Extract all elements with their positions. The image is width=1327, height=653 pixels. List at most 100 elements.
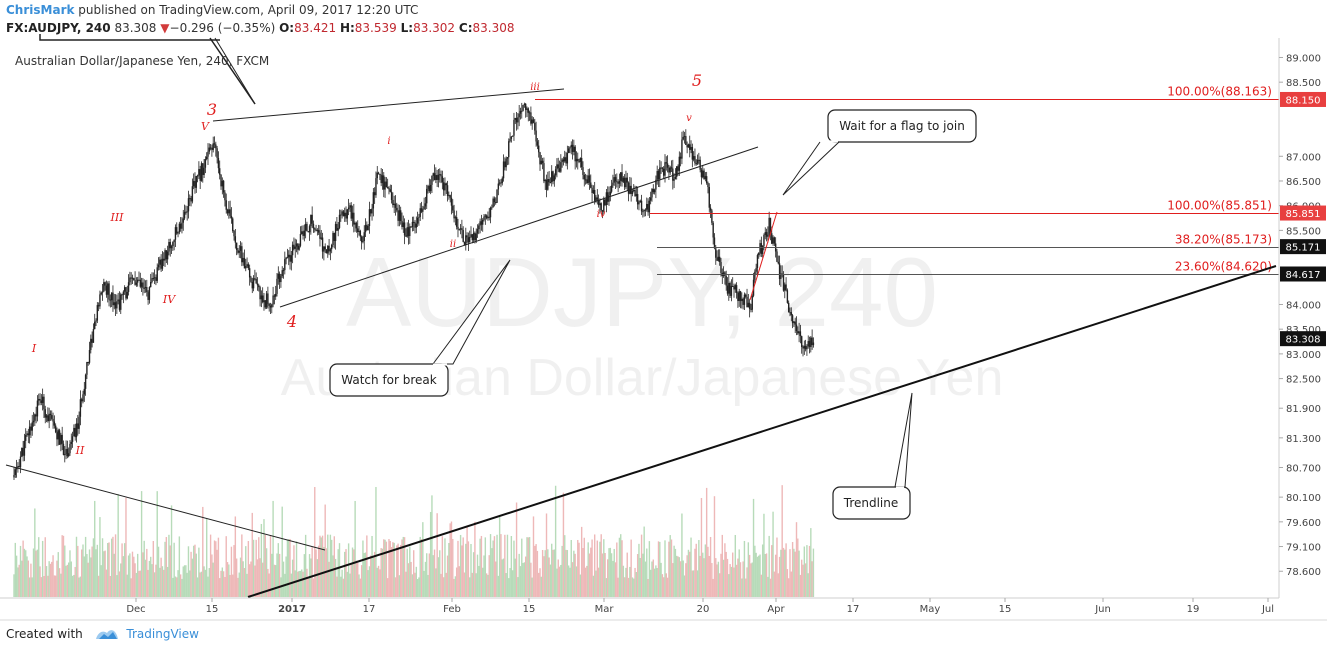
volume-bar: [321, 535, 324, 597]
volume-bar: [19, 545, 22, 597]
candle-body: [485, 215, 488, 219]
x-tick-label: Dec: [126, 604, 145, 615]
volume-bar: [717, 561, 720, 597]
volume-bar: [263, 519, 265, 597]
candle-body: [672, 168, 674, 181]
volume-bar: [333, 536, 335, 597]
candle-body: [571, 144, 574, 152]
volume-bar: [444, 538, 446, 597]
volume-bar: [458, 566, 460, 597]
volume-bar: [526, 537, 528, 597]
candle-body: [380, 174, 382, 184]
candle-body: [100, 292, 102, 295]
volume-bar: [61, 535, 63, 597]
volume-bar: [578, 542, 580, 597]
candle-body: [586, 179, 588, 184]
volume-bar: [505, 573, 507, 597]
wait-for-flag-text: Wait for a flag to join: [839, 119, 965, 133]
candle-body: [646, 204, 648, 210]
volume-bar: [289, 538, 291, 597]
volume-bar: [729, 564, 731, 597]
price-badge-text: 84.617: [1286, 270, 1321, 281]
candle-body: [27, 433, 30, 436]
candle-body: [325, 249, 328, 254]
candle-body: [493, 198, 496, 203]
candle-body: [605, 192, 608, 205]
volume-bar: [666, 577, 669, 597]
volume-bar: [138, 570, 140, 597]
candle-body: [543, 163, 545, 182]
volume-bar: [190, 551, 192, 597]
tradingview-link[interactable]: TradingView: [126, 627, 199, 641]
volume-bar: [561, 545, 563, 597]
candle-body: [259, 287, 261, 300]
volume-bar: [469, 577, 471, 597]
volume-bar: [26, 556, 28, 597]
candle-body: [422, 209, 424, 212]
volume-bar: [207, 576, 209, 597]
volume-bar: [380, 548, 382, 597]
candle-body: [238, 250, 240, 253]
volume-bar: [228, 564, 230, 597]
volume-bar: [146, 548, 148, 597]
candle-body: [235, 242, 238, 250]
volume-bar: [484, 537, 487, 597]
volume-bar: [336, 576, 338, 597]
volume-bar: [324, 504, 326, 597]
volume-bar: [229, 574, 231, 597]
candle-body: [69, 443, 71, 454]
volume-bar: [510, 535, 513, 597]
low-value: 83.302: [413, 21, 456, 35]
author-name[interactable]: ChrisMark: [6, 3, 75, 17]
volume-bar: [726, 558, 729, 597]
candle-body: [679, 156, 682, 159]
y-tick-label: 79.600: [1286, 518, 1321, 529]
volume-bar: [531, 577, 533, 597]
candle-body: [109, 299, 112, 301]
trendline-callout: Trendline: [832, 392, 913, 520]
volume-bar: [200, 571, 203, 597]
candle-body: [648, 200, 651, 213]
volume-bar: [691, 570, 694, 597]
volume-bar: [398, 575, 401, 597]
candle-body: [280, 276, 282, 283]
volume-bar: [232, 574, 234, 597]
candle-body: [515, 117, 518, 123]
volume-bar: [168, 534, 170, 597]
tradingview-logo-icon[interactable]: [95, 627, 119, 641]
volume-bar: [491, 548, 493, 597]
candle-body: [457, 226, 459, 230]
candle-body: [195, 176, 197, 188]
candle-body: [254, 278, 256, 280]
volume-bar: [676, 555, 678, 597]
candle-body: [414, 222, 416, 228]
candle-body: [334, 223, 337, 241]
candle-body: [146, 287, 148, 293]
wave-label: iv: [597, 209, 606, 220]
volume-bar: [113, 553, 115, 597]
volume-bar: [599, 541, 601, 597]
volume-bar: [45, 566, 48, 597]
candle-body: [472, 232, 475, 241]
candle-body: [521, 110, 523, 112]
volume-bar: [239, 557, 242, 597]
candle-body: [729, 282, 731, 296]
volume-bar: [107, 542, 109, 597]
candle-body: [496, 189, 498, 203]
x-tick-label: 15: [999, 604, 1012, 615]
candle-body: [746, 296, 748, 308]
volume-bar: [668, 541, 670, 597]
volume-bar: [704, 544, 707, 597]
candle-body: [780, 273, 782, 280]
candle-body: [549, 182, 552, 184]
created-with-text: Created with: [6, 627, 83, 641]
candle-body: [87, 361, 89, 363]
volume-bar: [471, 572, 474, 597]
candle-body: [83, 388, 86, 395]
volume-bar: [36, 549, 39, 597]
candle-body: [58, 430, 61, 445]
volume-bar: [120, 563, 122, 597]
candle-body: [489, 207, 492, 218]
candle-body: [661, 167, 664, 169]
